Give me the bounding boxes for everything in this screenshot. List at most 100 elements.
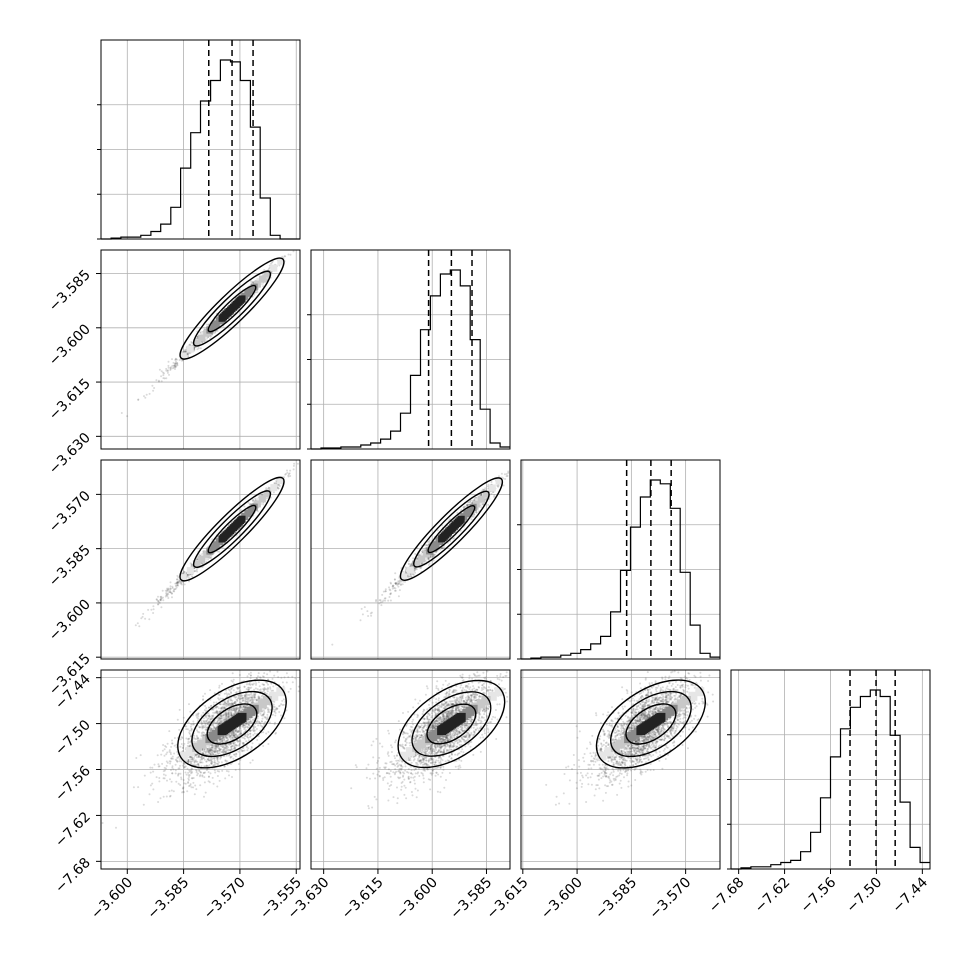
scatter-point [389, 599, 392, 602]
scatter-point [283, 255, 286, 258]
density-block [270, 484, 278, 492]
scatter-point [177, 580, 180, 583]
scatter-point [148, 392, 151, 395]
scatter-point [151, 384, 154, 387]
scatter-point [265, 487, 268, 490]
scatter-point [391, 585, 394, 588]
scatter-point [197, 347, 200, 350]
scatter-point [275, 479, 278, 482]
scatter-point [218, 550, 221, 553]
scatter-point [187, 574, 190, 577]
scatter-point [144, 617, 147, 620]
scatter-point [171, 587, 174, 589]
scatter-point [176, 578, 179, 581]
scatter-point [273, 482, 276, 484]
scatter-point [160, 606, 163, 609]
scatter-point [175, 358, 178, 361]
scatter-point [363, 606, 366, 609]
scatter-point [174, 366, 177, 369]
scatter-point [183, 583, 186, 586]
scatter-point [152, 608, 155, 611]
scatter-point [270, 262, 272, 265]
scatter-point [503, 473, 506, 476]
scatter-point [152, 612, 155, 614]
scatter-point [160, 370, 163, 373]
scatter-point [181, 583, 183, 586]
scatter-point [174, 357, 177, 360]
scatter-point [172, 366, 175, 369]
scatter-point [201, 562, 204, 565]
scatter-point [398, 589, 401, 592]
scatter-point [175, 365, 178, 368]
scatter-point [472, 515, 475, 518]
scatter-point [167, 589, 170, 592]
scatter-point [442, 547, 445, 549]
scatter-point [383, 597, 386, 600]
scatter-point [174, 368, 176, 370]
scatter-point [157, 601, 160, 603]
scatter-point [167, 360, 170, 363]
scatter-point [243, 505, 246, 508]
scatter-point [292, 250, 295, 253]
scatter-point [145, 393, 148, 396]
scatter-point [401, 583, 404, 586]
scatter-point [169, 587, 172, 590]
scatter-point [167, 597, 170, 599]
density-block [238, 515, 246, 523]
scatter-point [190, 341, 193, 343]
scatter-point [159, 599, 162, 602]
scatter-point [486, 485, 489, 488]
scatter-point [120, 412, 123, 414]
scatter-point [393, 578, 396, 581]
scatter-point [169, 591, 171, 593]
scatter-point [502, 484, 505, 487]
scatter-point [256, 291, 259, 293]
scatter-point [137, 398, 140, 401]
scatter-point [490, 492, 493, 495]
scatter-point [162, 377, 165, 380]
density-block [238, 295, 246, 303]
scatter-point [210, 333, 213, 336]
scatter-point [384, 599, 387, 602]
scatter-point [161, 589, 164, 592]
scatter-point [152, 605, 155, 608]
scatter-point [384, 588, 387, 591]
scatter-point [165, 594, 168, 597]
scatter-point [171, 358, 173, 361]
scatter-point [162, 599, 165, 602]
scatter-point [484, 487, 487, 490]
scatter-point [187, 576, 190, 579]
scatter-point [360, 607, 363, 610]
scatter-point [289, 469, 292, 472]
scatter-point [160, 380, 163, 383]
scatter-point [205, 323, 208, 326]
scatter-point [388, 596, 391, 598]
scatter-point [287, 474, 290, 477]
scatter-point [187, 355, 190, 358]
scatter-point [138, 625, 141, 628]
scatter-point [174, 364, 177, 367]
scatter-point [278, 264, 281, 267]
scatter-point [191, 342, 193, 344]
scatter-point [382, 599, 385, 602]
scatter-point [174, 358, 177, 361]
scatter-point [272, 491, 275, 494]
scatter-point [169, 585, 172, 588]
scatter-point [404, 580, 406, 583]
scatter-point [176, 581, 179, 584]
scatter-point [140, 617, 143, 620]
scatter-point [171, 596, 173, 599]
scatter-point [366, 610, 369, 613]
scatter-point [174, 359, 177, 361]
scatter-point [286, 471, 289, 474]
scatter-point [247, 501, 250, 504]
scatter-point [158, 380, 160, 383]
scatter-point [287, 253, 290, 256]
scatter-point [292, 464, 295, 467]
scatter-point [331, 643, 334, 646]
scatter-point [289, 475, 292, 477]
scatter-point [137, 398, 140, 401]
scatter-point [174, 366, 177, 369]
scatter-point [174, 585, 177, 587]
